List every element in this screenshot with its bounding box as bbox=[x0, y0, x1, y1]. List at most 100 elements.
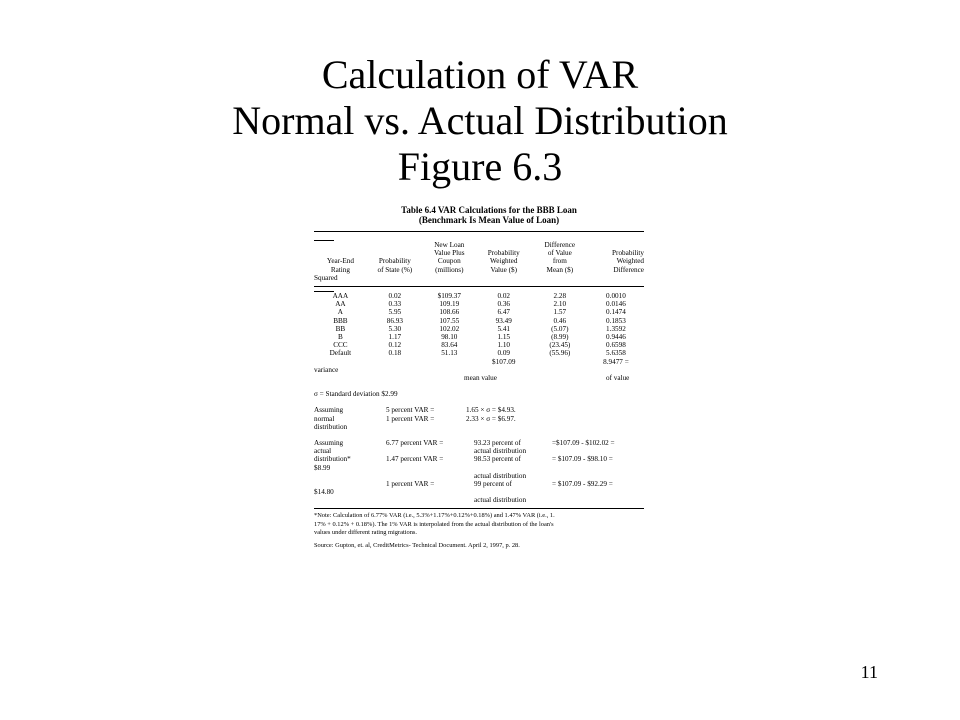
actual-label-2: actual bbox=[314, 447, 332, 456]
slide-number: 11 bbox=[860, 662, 878, 682]
header-col1-r0 bbox=[314, 241, 367, 249]
table-cell: 1.15 bbox=[497, 333, 511, 342]
rating-rows-table: AAA 0.02 $109.37 0.02 2.28 0.0010 AA 0.33 109.19… bbox=[314, 292, 644, 366]
header-col2-r2: Probability bbox=[378, 257, 411, 266]
table-cell: 0.02 bbox=[388, 292, 402, 301]
header-col6-r0 bbox=[588, 241, 644, 249]
table-caption-line-1: Table 6.4 VAR Calculations for the BBB L… bbox=[401, 205, 577, 215]
table-cell: (5.07) bbox=[551, 324, 569, 333]
table-row: A 5.95 108.66 6.47 1.57 0.1474 bbox=[314, 308, 644, 316]
actual-c4: actual distribution bbox=[474, 496, 527, 505]
actual-b1: 1.47 percent VAR = bbox=[386, 455, 444, 464]
header-col2-r0 bbox=[367, 241, 423, 249]
header-col4-r1: Probability bbox=[487, 249, 520, 258]
table-cell: 2.28 bbox=[553, 292, 567, 301]
header-col4-r2: Weighted bbox=[490, 257, 518, 266]
table-cell: 0.0010 bbox=[606, 292, 626, 301]
normal-label-3: distribution bbox=[314, 422, 348, 431]
table-cell: 102.02 bbox=[439, 324, 460, 333]
table-cell: A bbox=[337, 308, 343, 317]
header-col6-r2: Weighted bbox=[616, 257, 644, 266]
normal-label-1: Assuming bbox=[314, 406, 344, 415]
actual-a2: 93.23 percent of bbox=[474, 438, 521, 447]
normal-var1-label: 1 percent VAR = bbox=[386, 414, 435, 423]
table-cell: 0.18 bbox=[388, 349, 402, 358]
note-line-2: 17% + 0.12% + 0.18%). The 1% VAR is inte… bbox=[314, 520, 554, 528]
table-cell: 93.49 bbox=[495, 316, 512, 325]
table-row: AAA 0.02 $109.37 0.02 2.28 0.0010 bbox=[314, 292, 644, 300]
actual-a3: =$107.09 - $102.02 = bbox=[552, 438, 615, 447]
slide-title: Calculation of VAR Normal vs. Actual Dis… bbox=[0, 52, 960, 190]
actual-a4: actual distribution bbox=[474, 447, 527, 456]
table-cell: $109.37 bbox=[437, 292, 461, 301]
actual-b4: actual distribution bbox=[474, 471, 527, 480]
header-col1-r3: Rating bbox=[330, 265, 350, 274]
actual-b2: 98.53 percent of bbox=[474, 455, 521, 464]
note-line-3: values under different rating migrations… bbox=[314, 528, 417, 536]
title-line-1: Calculation of VAR bbox=[321, 52, 639, 97]
table-cell: AAA bbox=[332, 292, 349, 301]
table-cell: 1.10 bbox=[497, 341, 511, 350]
header-col3-r2: Coupon bbox=[437, 257, 461, 266]
normal-label-2: normal bbox=[314, 414, 335, 423]
actual-label-4: $8.99 bbox=[314, 463, 331, 472]
header-col4-r0 bbox=[476, 241, 532, 249]
table-cell: 83.64 bbox=[441, 341, 458, 350]
of-value-label: of value bbox=[606, 374, 630, 383]
title-line-3: Figure 6.3 bbox=[397, 144, 563, 189]
table-cell: 0.6598 bbox=[606, 341, 626, 350]
table-cell: 0.1853 bbox=[606, 316, 626, 325]
table-row: B 1.17 98.10 1.15 (8.99) 0.9446 bbox=[314, 333, 644, 341]
table-cell: 108.66 bbox=[439, 308, 460, 317]
header-squared: Squared bbox=[314, 273, 338, 282]
table-cell: 5.30 bbox=[388, 324, 402, 333]
header-col6-r1: Probability bbox=[612, 249, 644, 258]
normal-var1-value: 2.33 × σ = $6.97. bbox=[466, 414, 516, 423]
table-cell: AA bbox=[335, 300, 346, 309]
variance-label: variance bbox=[314, 365, 339, 374]
normal-var5-value: 1.65 × σ = $4.93. bbox=[466, 406, 516, 415]
short-rule bbox=[314, 240, 334, 241]
table-cell: 0.9446 bbox=[606, 333, 626, 342]
sd-line: σ = Standard deviation $2.99 bbox=[314, 390, 398, 399]
table-cell: CCC bbox=[333, 341, 348, 350]
table-cell: Default bbox=[329, 349, 352, 358]
table-cell: 1.3592 bbox=[606, 324, 626, 333]
table-cell: 98.10 bbox=[441, 333, 458, 342]
table-cell: 0.46 bbox=[553, 316, 567, 325]
actual-label-1: Assuming bbox=[314, 438, 344, 447]
table-row: BBB 86.93 107.55 93.49 0.46 0.1853 bbox=[314, 317, 644, 325]
total-var: 8.9477 = bbox=[603, 357, 629, 366]
header-col5-r3: Mean ($) bbox=[546, 265, 574, 274]
table-cell: 2.10 bbox=[553, 300, 567, 309]
title-line-2: Normal vs. Actual Distribution bbox=[232, 98, 728, 143]
table-cell: 51.13 bbox=[441, 349, 458, 358]
header-table: New Loan Difference Value Plus Probabili… bbox=[314, 241, 644, 282]
header-rule bbox=[314, 286, 644, 288]
table-cell: 5.95 bbox=[388, 308, 402, 317]
table-cell: 86.93 bbox=[386, 316, 403, 325]
bottom-rule bbox=[314, 508, 644, 510]
table-row: BB 5.30 102.02 5.41 (5.07) 1.3592 bbox=[314, 325, 644, 333]
table-cell: 1.17 bbox=[388, 333, 402, 342]
actual-c1: 1 percent VAR = bbox=[386, 479, 435, 488]
table-cell: 0.36 bbox=[497, 300, 511, 309]
header-col1-r1 bbox=[314, 249, 367, 257]
table-cell: 0.12 bbox=[388, 341, 402, 350]
normal-var5-label: 5 percent VAR = bbox=[386, 406, 435, 415]
header-col5-r2: from bbox=[552, 257, 567, 266]
actual-c2: 99 percent of bbox=[474, 479, 512, 488]
header-col2-r3: of State (%) bbox=[377, 265, 413, 274]
table-cell: 0.1474 bbox=[606, 308, 626, 317]
table-cell: 1.57 bbox=[553, 308, 567, 317]
header-col5-r0: Difference bbox=[544, 241, 576, 249]
table-cell: 5.41 bbox=[497, 324, 511, 333]
actual-c0: $14.80 bbox=[314, 488, 334, 497]
source-line: Source: Gupton, et. al, CreditMetrics- T… bbox=[314, 542, 520, 550]
table-cell: 0.09 bbox=[497, 349, 511, 358]
mean-value-label: mean value bbox=[464, 374, 497, 383]
header-col2-r1 bbox=[367, 249, 423, 257]
note-line-1: *Note: Calculation of 6.77% VAR (i.e., 5… bbox=[314, 512, 555, 520]
header-col6-r3: Difference bbox=[613, 265, 644, 274]
header-col3-r1: Value Plus bbox=[434, 249, 465, 258]
